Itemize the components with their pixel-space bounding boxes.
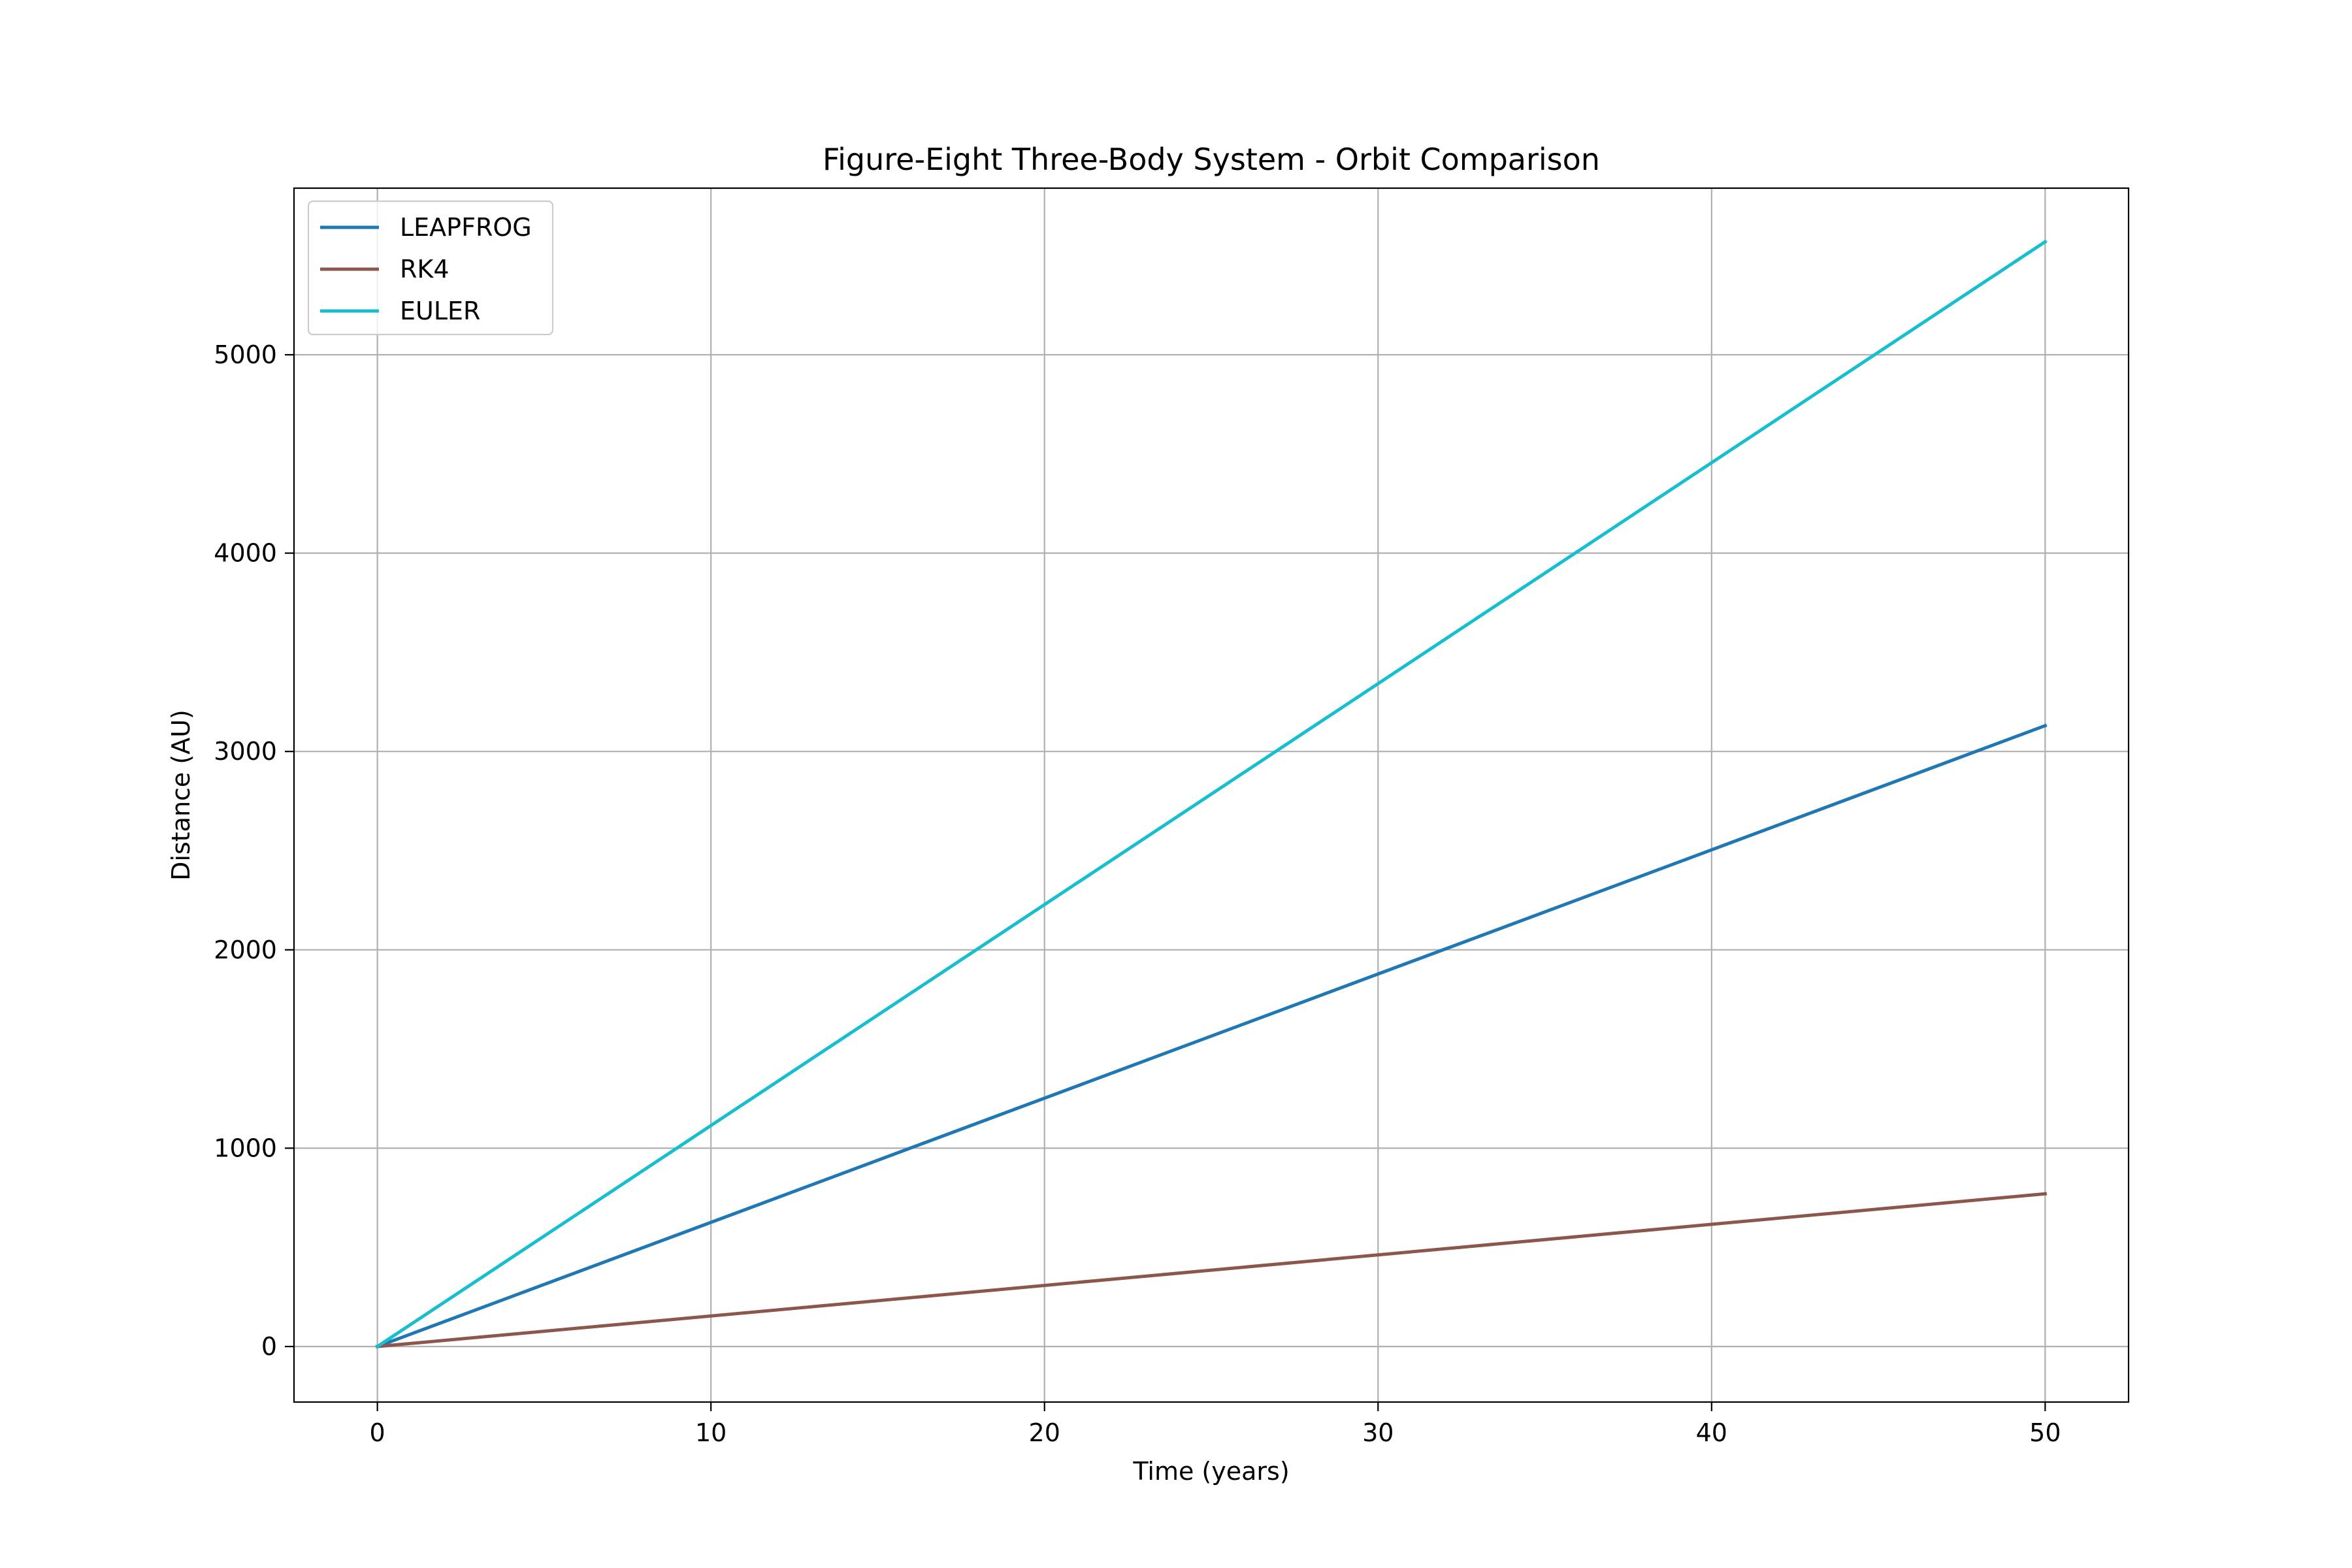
x-tick-label: 30	[1362, 1418, 1394, 1447]
chart-title: Figure-Eight Three-Body System - Orbit C…	[823, 142, 1600, 177]
plot-frame	[293, 187, 2130, 1403]
x-axis-label: Time (years)	[1132, 1457, 1289, 1486]
x-tick-label: 10	[695, 1418, 727, 1447]
legend-label-euler: EULER	[400, 297, 480, 325]
legend-box	[307, 200, 554, 336]
y-axis-label: Distance (AU)	[167, 710, 195, 881]
series-line-euler	[375, 239, 2048, 1349]
legend-label-leapfrog: LEAPFROG	[400, 213, 532, 242]
x-tick-label: 50	[2029, 1418, 2061, 1447]
tick-layer: 0 10 20 30 40 50 0 1000 2000 3000 4000 5000	[214, 340, 2061, 1447]
y-tick-label: 0	[261, 1332, 277, 1361]
series-line-leapfrog	[375, 723, 2048, 1349]
x-tick-label: 40	[1696, 1418, 1727, 1447]
y-tick-label: 4000	[214, 539, 277, 568]
x-tick-label: 0	[370, 1418, 385, 1447]
y-tick-label: 5000	[214, 340, 277, 369]
y-tick-label: 1000	[214, 1134, 277, 1162]
x-tick-label: 20	[1029, 1418, 1060, 1447]
grid-layer	[294, 188, 2129, 1402]
series-line-rk4	[375, 1192, 2048, 1348]
y-tick-label: 2000	[214, 936, 277, 964]
legend: LEAPFROG RK4 EULER	[307, 200, 554, 336]
legend-label-rk4: RK4	[400, 255, 449, 284]
y-tick-label: 3000	[214, 737, 277, 766]
series-layer	[375, 239, 2048, 1349]
